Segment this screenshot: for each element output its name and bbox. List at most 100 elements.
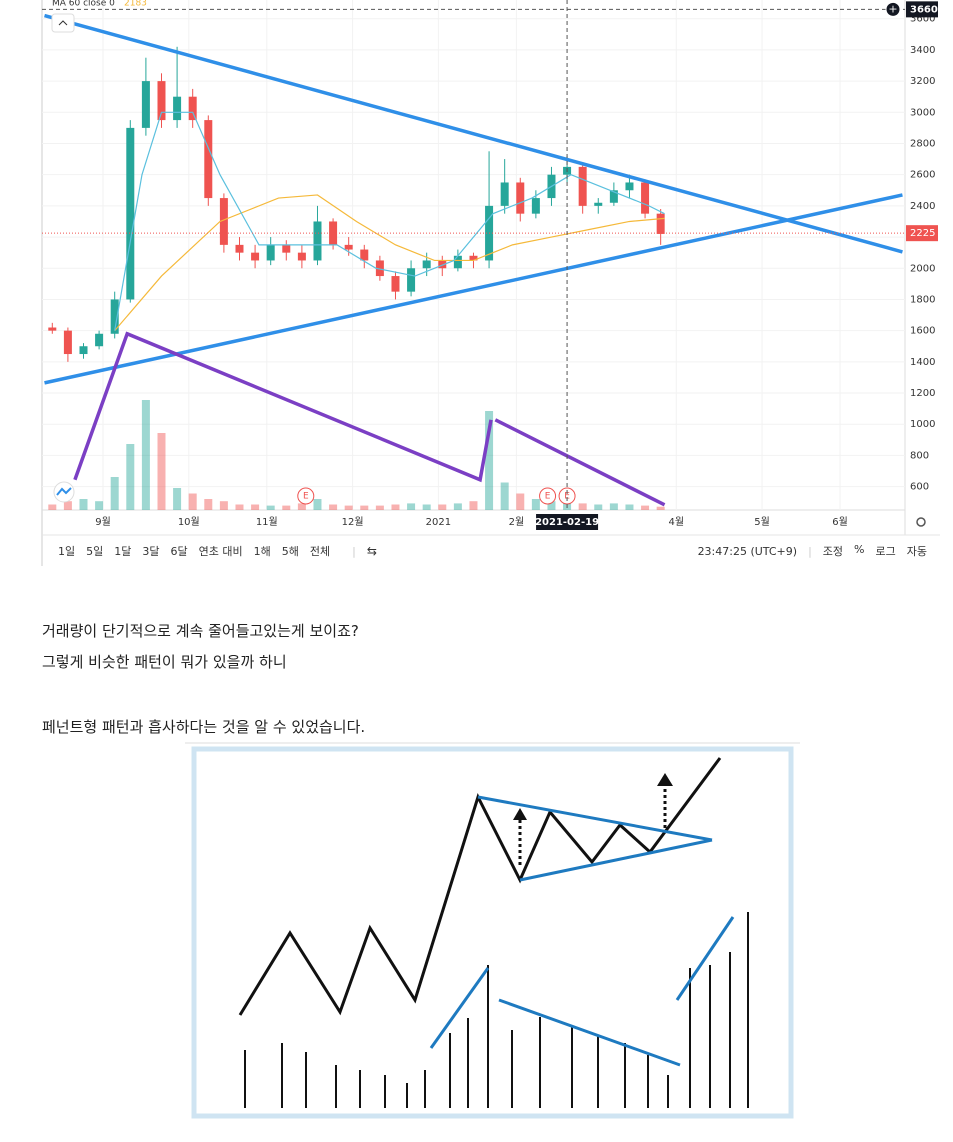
earnings-label: E: [564, 492, 570, 502]
compare-icon[interactable]: ⇆: [366, 544, 377, 558]
earnings-marker: [297, 487, 315, 505]
range-button[interactable]: 3달: [142, 545, 160, 558]
volume-bar: [438, 504, 447, 510]
volume-bar: [625, 504, 634, 510]
x-tick-label: 12월: [342, 516, 364, 528]
candle-body: [594, 202, 603, 206]
volume-bar: [485, 411, 494, 510]
candle-body: [126, 127, 135, 300]
volume-bar: [344, 505, 353, 510]
separator: |: [808, 544, 812, 558]
trendline: [494, 418, 666, 507]
candle-body: [375, 260, 384, 277]
candle-body: [282, 244, 291, 253]
candle-body: [469, 255, 478, 261]
scale-option[interactable]: 조정: [822, 545, 844, 558]
volume-bars: [244, 912, 749, 1108]
volume-bar: [235, 504, 244, 510]
candle-body: [516, 182, 525, 214]
pennant-diagram: [185, 742, 800, 1119]
range-button[interactable]: 1일: [58, 545, 76, 558]
collapse-button[interactable]: [51, 13, 75, 33]
y-tick-label: 1200: [910, 388, 935, 399]
volume-bar: [251, 504, 260, 510]
y-tick-label: 800: [910, 450, 929, 461]
range-button[interactable]: 연초 대비: [198, 545, 243, 558]
candle-body: [313, 221, 322, 261]
price-path: [238, 757, 722, 1016]
volume-bar: [422, 504, 431, 510]
paragraph: 거래량이 단기적으로 계속 줄어들고있는게 보이죠?: [42, 622, 359, 640]
y-tick-label: 2400: [910, 201, 935, 212]
candle-body: [578, 166, 587, 206]
crosshair-y-box: [906, 1, 938, 18]
y-tick-label: 2000: [910, 263, 935, 274]
volume-bar: [48, 504, 57, 510]
volume-bar: [219, 501, 228, 510]
last-price-box: [906, 225, 938, 242]
candle-body: [251, 252, 260, 261]
crosshair-y-label: 3660: [910, 4, 938, 15]
range-button[interactable]: 5해: [281, 545, 299, 558]
trendline: [44, 193, 903, 385]
candle-body: [63, 330, 72, 355]
add-button: [885, 1, 901, 17]
y-tick-label: 1800: [910, 294, 935, 305]
volume-bar: [282, 505, 291, 510]
candle-body: [453, 255, 462, 269]
range-buttons: 1일 5일 1달 3달 6달 연초 대비 1해 5해 전체: [58, 543, 341, 559]
volume-bar: [469, 501, 478, 510]
range-button[interactable]: 1해: [253, 545, 271, 558]
y-tick-label: 600: [910, 482, 929, 493]
candle-body: [656, 213, 665, 234]
candle-body: [391, 276, 400, 292]
y-tick-label: 3200: [910, 76, 935, 87]
candle-body: [188, 96, 197, 121]
arrow-head: [513, 808, 527, 820]
candle-body: [609, 190, 618, 203]
volume-bar: [531, 499, 540, 510]
candle-body: [219, 198, 228, 245]
volume-bar: [188, 493, 197, 510]
volume-bar: [79, 499, 88, 510]
range-button[interactable]: 6달: [170, 545, 188, 558]
y-tick-label: 1000: [910, 419, 935, 430]
pennant-lower: [519, 838, 713, 882]
add-icon: +: [888, 2, 897, 15]
volume-bar: [95, 501, 104, 510]
trendline: [44, 13, 903, 254]
candle-body: [157, 81, 166, 121]
range-button[interactable]: 전체: [309, 545, 331, 558]
separator: |: [352, 544, 356, 558]
volume-bar: [297, 503, 306, 510]
paragraph: 페넌트형 패턴과 흡사하다는 것을 알 수 있었습니다.: [42, 718, 366, 736]
volume-bar: [641, 505, 650, 510]
range-button[interactable]: 5일: [86, 545, 104, 558]
volume-bar: [360, 505, 369, 510]
moving-average: [114, 111, 665, 331]
y-tick-label: 3000: [910, 107, 935, 118]
range-button[interactable]: 1달: [114, 545, 132, 558]
scale-option[interactable]: %: [854, 543, 865, 556]
candle-body: [235, 244, 244, 253]
scale-option[interactable]: 로그: [875, 545, 896, 558]
x-tick-label: 6월: [832, 516, 848, 528]
volume-bar: [126, 444, 135, 510]
volume-bar: [453, 503, 462, 510]
scale-option[interactable]: 자동: [906, 545, 927, 558]
plot: [42, 13, 905, 510]
candle-body: [297, 252, 306, 261]
candle-body: [110, 299, 119, 334]
candle-body: [173, 96, 182, 121]
candle-body: [48, 327, 57, 331]
candle-body: [204, 120, 213, 199]
volume-bar: [63, 501, 72, 510]
settings-icon[interactable]: [916, 517, 926, 527]
volume-bar: [578, 503, 587, 510]
volume-bar: [516, 493, 525, 510]
y-tick-label: 1400: [910, 357, 935, 368]
x-tick-label: 9월: [95, 516, 111, 528]
volume-bar: [407, 503, 416, 510]
volume-bar: [141, 400, 150, 510]
